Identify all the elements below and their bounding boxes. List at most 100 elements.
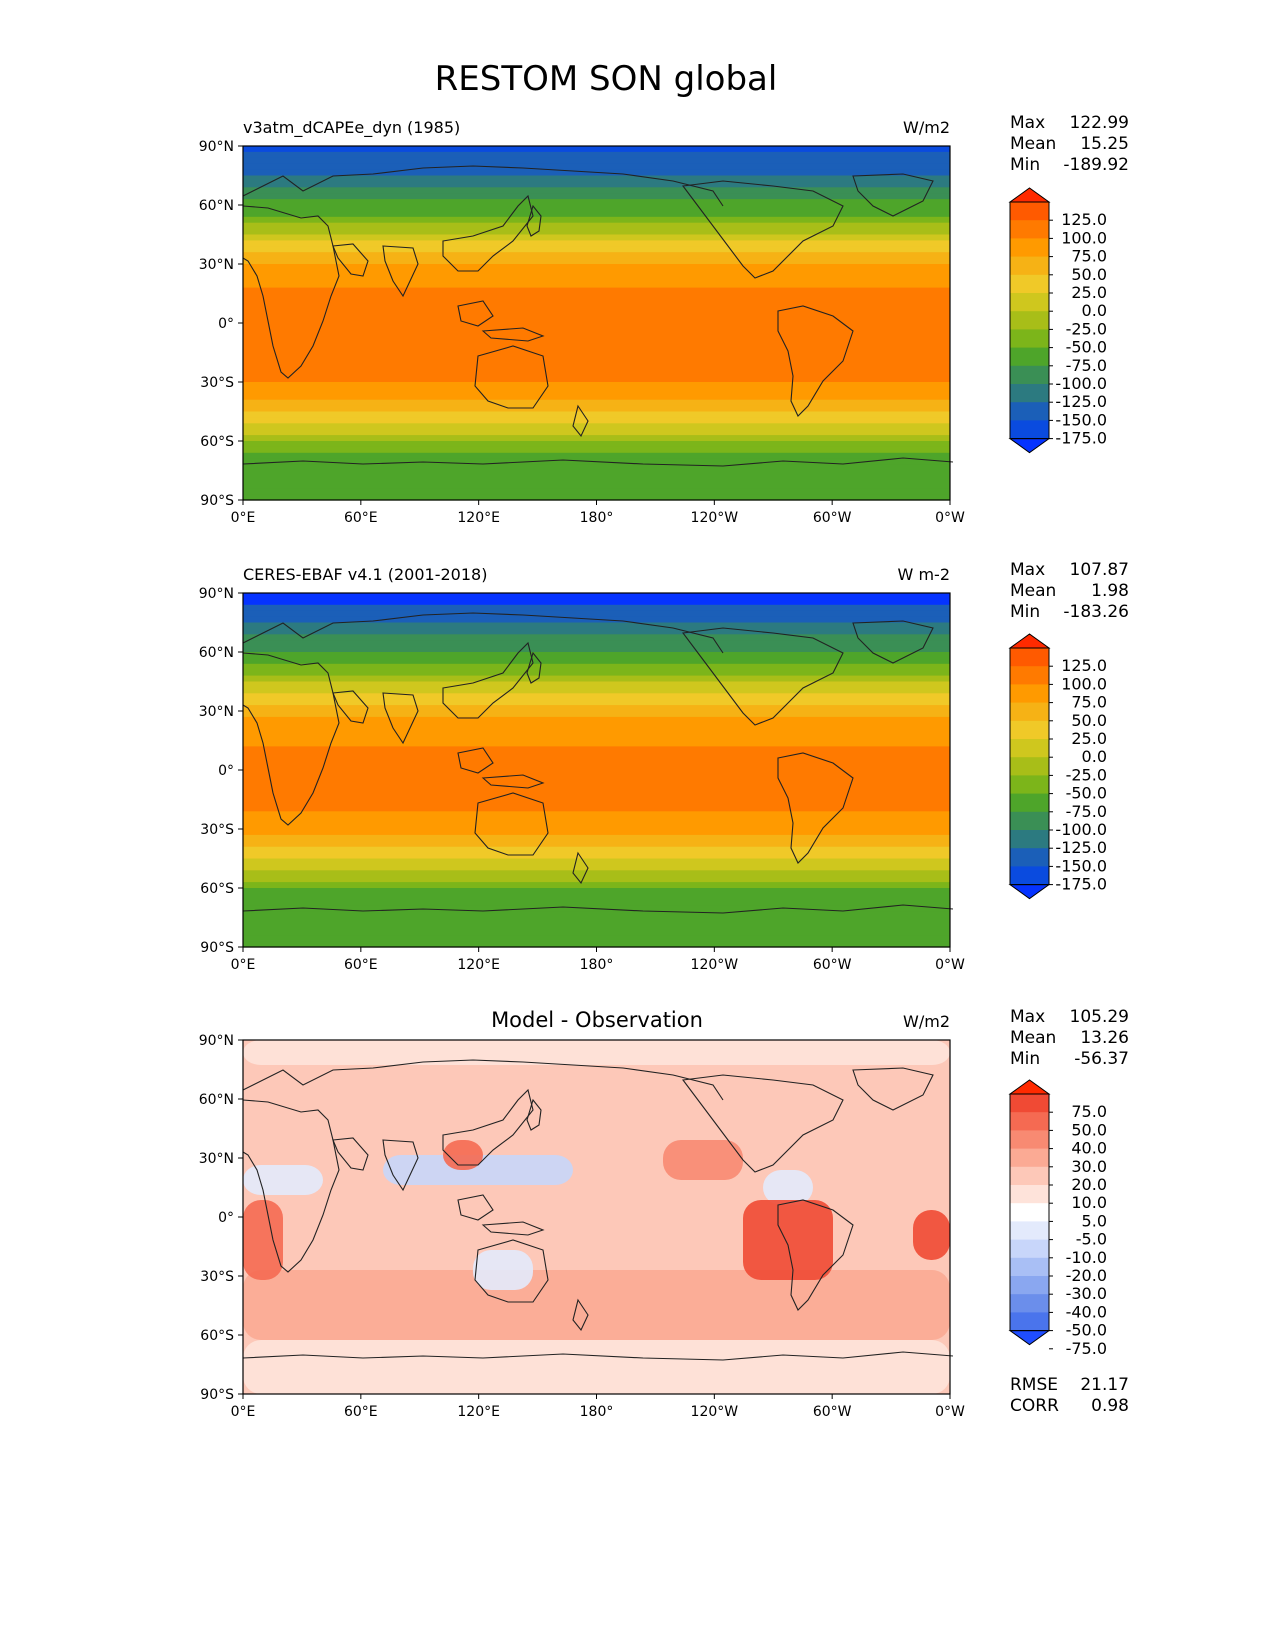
colorbar-label: -50.0 (1066, 1321, 1107, 1340)
map-field-diff (243, 1040, 950, 1394)
zonal-band (243, 293, 950, 300)
zonal-band (243, 246, 950, 253)
zonal-band (243, 157, 950, 165)
x-tick-label: 60°E (344, 957, 378, 973)
colorbar-bin (1010, 1257, 1049, 1277)
zonal-band (243, 893, 950, 901)
diff-region (243, 1270, 950, 1340)
zonal-band (243, 429, 950, 436)
colorbar-label: -5.0 (1076, 1230, 1107, 1249)
colorbar-label: 20.0 (1071, 1175, 1107, 1194)
zonal-band (243, 864, 950, 871)
colorbar-label: -20.0 (1066, 1266, 1107, 1285)
zonal-band (243, 340, 950, 348)
zonal-band (243, 610, 950, 618)
zonal-band (243, 722, 950, 730)
colorbar-bin (1010, 1276, 1049, 1295)
diff-region (763, 1170, 813, 1205)
figure-title: RESTOM SON global (435, 59, 778, 99)
panel-units: W/m2 (903, 1012, 950, 1031)
colorbar-label: 5.0 (1082, 1211, 1107, 1230)
y-tick-label: 90°N (199, 1033, 234, 1049)
zonal-band (243, 598, 950, 606)
colorbar-bin (1010, 793, 1049, 813)
x-tick-label: 0°W (935, 957, 965, 973)
x-tick-label: 60°W (813, 957, 852, 973)
zonal-band (243, 281, 950, 289)
colorbar-label: 0.0 (1082, 747, 1107, 766)
zonal-band (243, 393, 950, 401)
colorbar-label: -10.0 (1066, 1248, 1107, 1267)
colorbar-label: -100.0 (1055, 374, 1107, 393)
zonal-band (243, 888, 950, 895)
zonal-band (243, 852, 950, 860)
colorbar-bin (1010, 347, 1049, 367)
stat-label: Mean (1010, 1028, 1056, 1048)
colorbar-extend-top (1008, 187, 1051, 203)
panel-title-center: Model - Observation (491, 1008, 703, 1032)
colorbar-bin (1010, 775, 1049, 795)
stat-value: -56.37 (1074, 1049, 1129, 1069)
colorbar-label: 75.0 (1071, 1102, 1107, 1121)
colorbar-bin (1010, 384, 1049, 403)
zonal-band (243, 646, 950, 653)
zonal-band (243, 405, 950, 413)
y-tick-label: 60°S (200, 434, 234, 450)
stats-obs: Max 107.87 Mean 1.98 Min -183.26 (1010, 560, 1129, 622)
colorbar-bin (1010, 739, 1049, 758)
zonal-band (243, 423, 950, 430)
y-tick-label: 30°S (200, 822, 234, 838)
zonal-band (243, 488, 950, 495)
colorbar-label: 40.0 (1071, 1139, 1107, 1158)
colorbar-bin (1010, 220, 1049, 239)
colorbar-label: 50.0 (1071, 265, 1107, 284)
zonal-band (243, 452, 950, 460)
stat-value: -189.92 (1063, 155, 1129, 175)
stat-label: Mean (1010, 134, 1056, 154)
stat-value: 122.99 (1070, 113, 1129, 133)
colorbar-label: 25.0 (1071, 283, 1107, 302)
colorbar-frame (1009, 201, 1050, 440)
zonal-band (243, 323, 950, 330)
colorbar-label: 30.0 (1071, 1157, 1107, 1176)
zonal-band (243, 210, 950, 218)
panel-diff: Model - Observation W/m2 90°N 60°N 30°N 0° 3… (199, 1007, 1129, 1420)
stat-value: 105.29 (1070, 1007, 1129, 1027)
colorbar-bin (1010, 811, 1049, 831)
colorbar-label: -75.0 (1066, 1339, 1107, 1358)
x-tick-label: 120°W (691, 1404, 739, 1420)
y-tick-label: 90°S (200, 493, 234, 509)
stat-value: -183.26 (1063, 602, 1129, 622)
map-field-obs (243, 593, 950, 948)
zonal-band (243, 805, 950, 812)
zonal-band (243, 604, 950, 612)
colorbar-bin (1010, 848, 1049, 867)
panel-units: W m-2 (898, 565, 950, 584)
colorbar-bin (1010, 666, 1049, 685)
colorbar-bin (1010, 365, 1049, 385)
zonal-band (243, 787, 950, 795)
panel-model: v3atm_dCAPEe_dyn (1985) W/m2 90°N 60°N 30°… (199, 113, 1129, 526)
colorbar-bin (1010, 1130, 1049, 1150)
zonal-band (243, 435, 950, 442)
colorbar-bin (1010, 402, 1049, 421)
zonal-band (243, 876, 950, 883)
colorbar-label: -25.0 (1066, 319, 1107, 338)
zonal-band (243, 622, 950, 629)
colorbar-label: -40.0 (1066, 1302, 1107, 1321)
colorbar-label: 125.0 (1061, 210, 1107, 229)
y-tick-label: 90°S (200, 940, 234, 956)
y-tick-label: 60°S (200, 881, 234, 897)
colorbar-bin (1010, 1312, 1049, 1332)
colorbar-label: -75.0 (1066, 802, 1107, 821)
zonal-band (243, 634, 950, 641)
colorbar-label: 100.0 (1061, 228, 1107, 247)
zonal-band (243, 693, 950, 700)
panel-title-left: v3atm_dCAPEe_dyn (1985) (243, 118, 460, 138)
stat-label: Max (1010, 1007, 1045, 1027)
zonal-band (243, 840, 950, 848)
zonal-band (243, 269, 950, 277)
zonal-band (243, 352, 950, 359)
zonal-band (243, 799, 950, 806)
stat-value: 1.98 (1091, 581, 1129, 601)
